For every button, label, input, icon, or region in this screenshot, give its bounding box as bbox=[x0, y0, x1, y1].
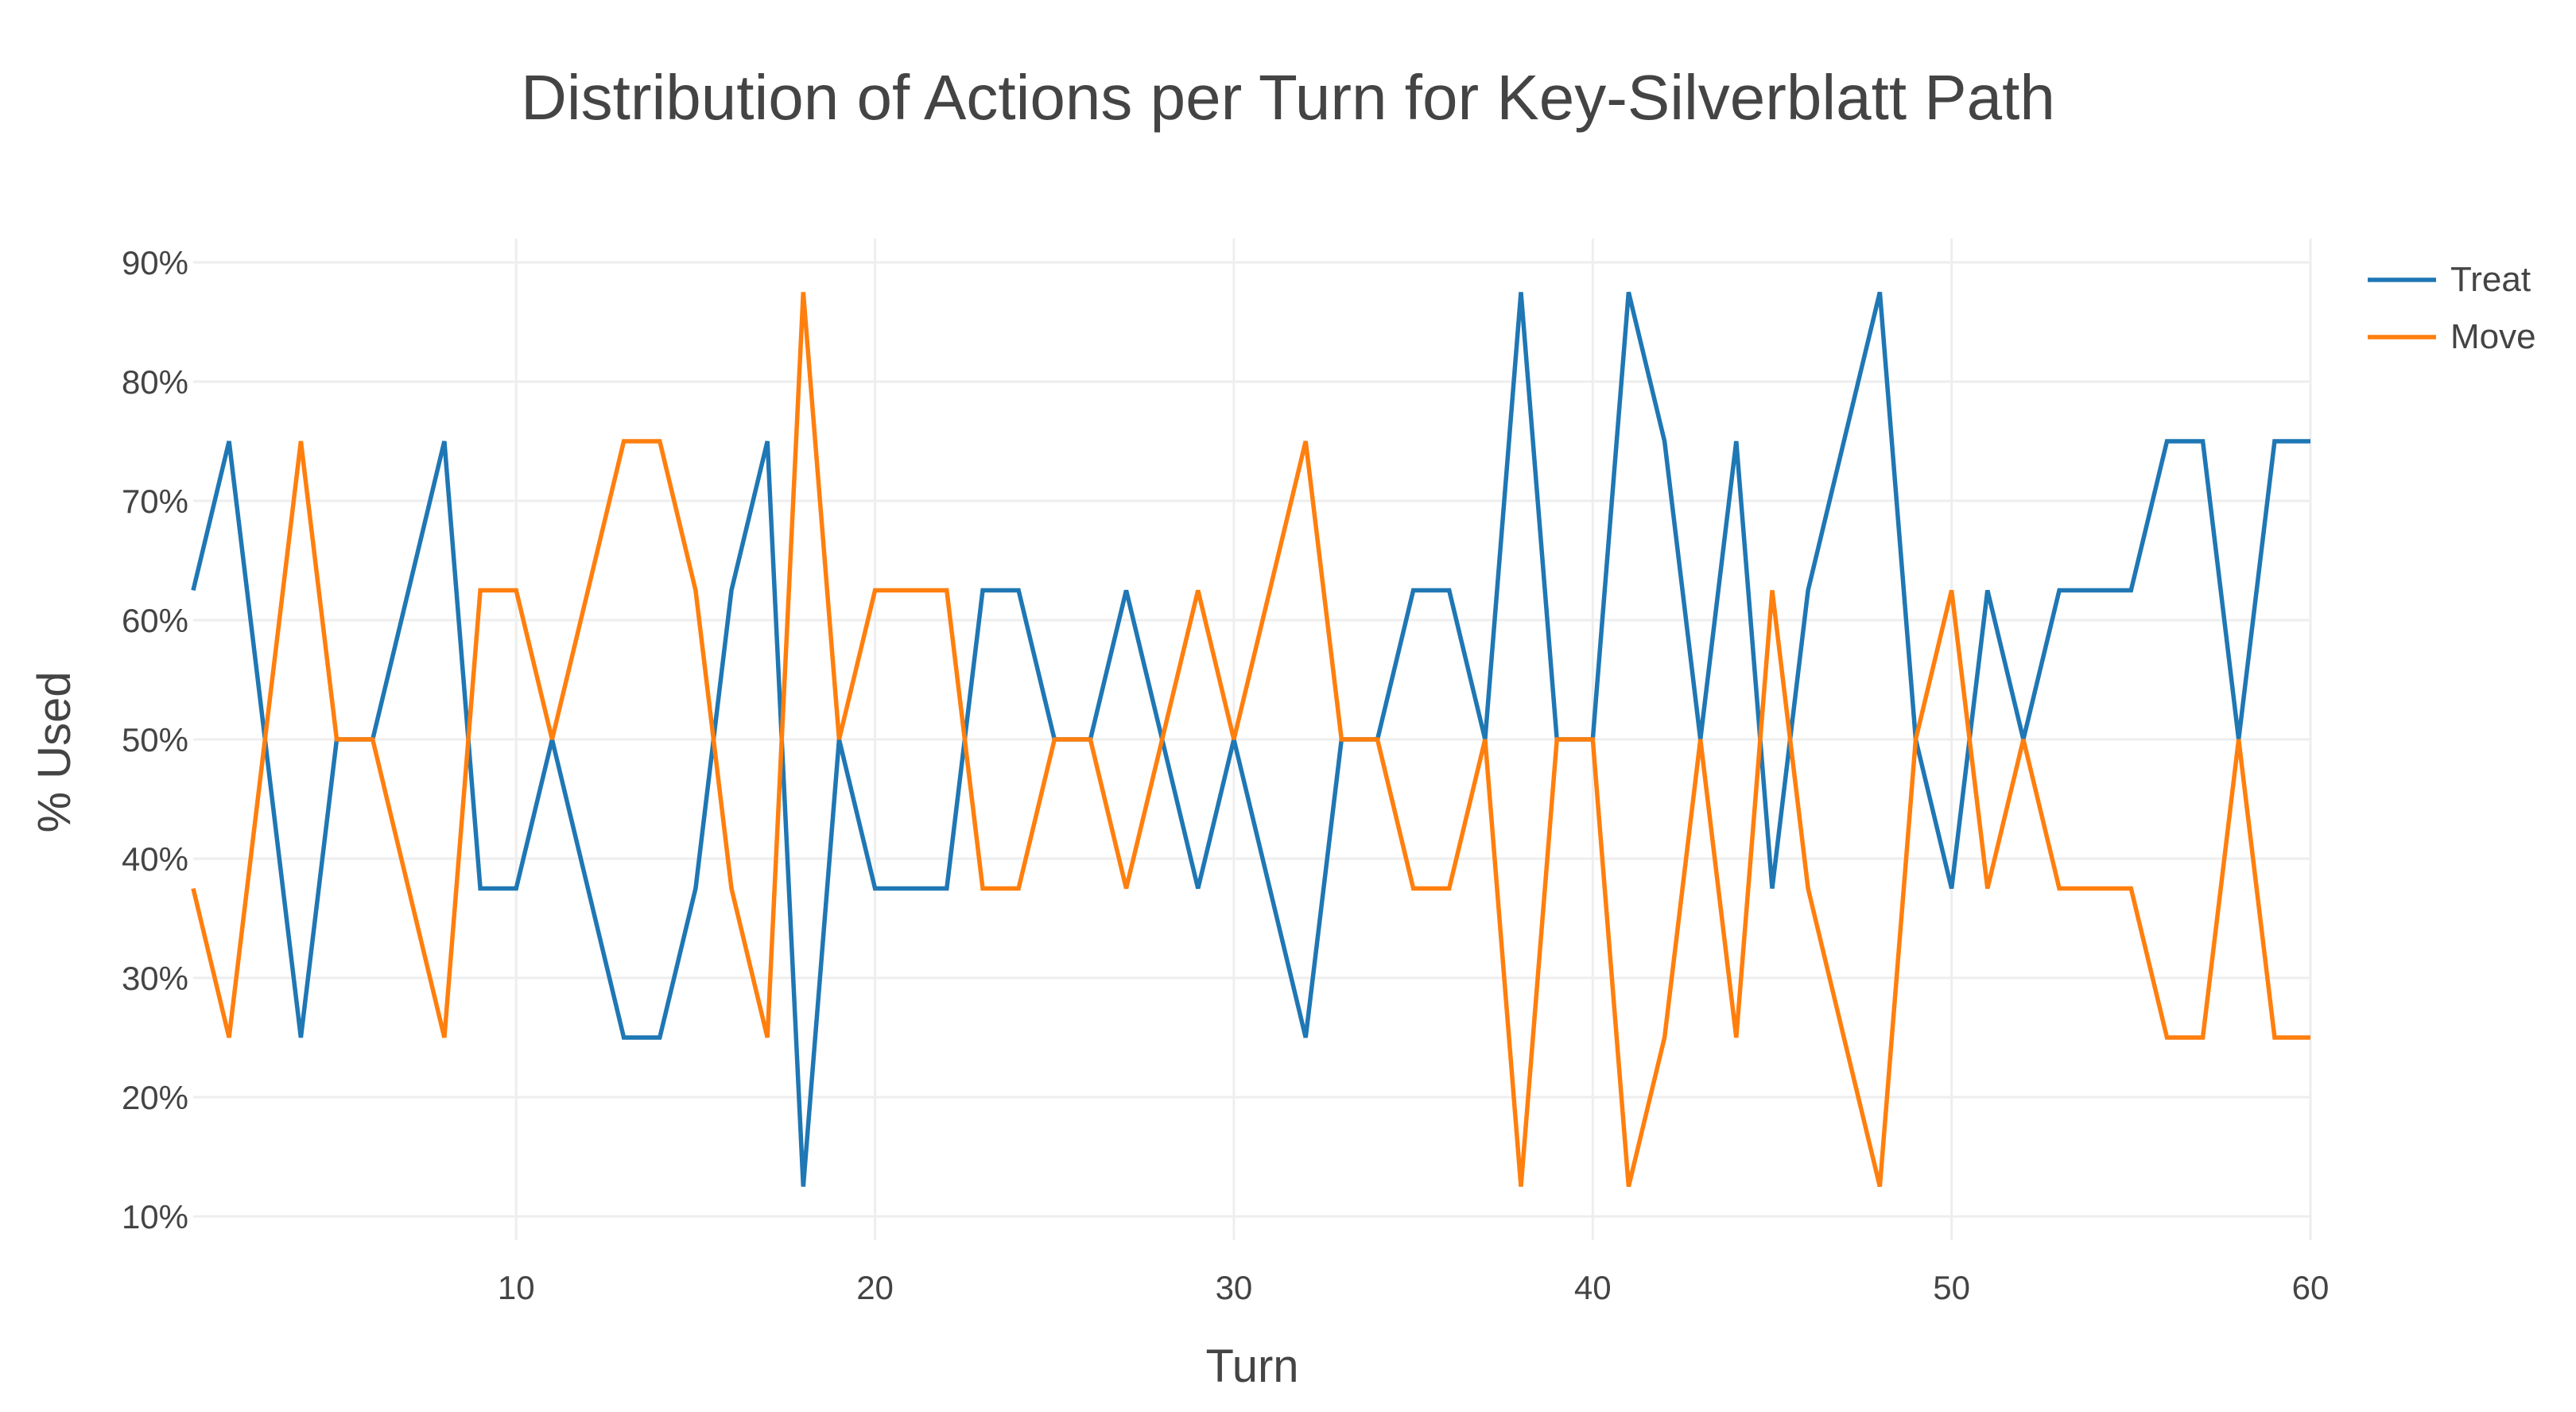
y-tick-label: 50% bbox=[122, 721, 188, 758]
legend-item-move[interactable]: Move bbox=[2368, 317, 2536, 356]
legend: Treat Move bbox=[2368, 260, 2536, 356]
grid-layer bbox=[193, 239, 2312, 1240]
y-tick-label: 10% bbox=[122, 1198, 188, 1236]
x-tick-label: 50 bbox=[1933, 1269, 1970, 1306]
series-layer bbox=[191, 291, 2310, 1188]
x-tick-label: 30 bbox=[1216, 1269, 1253, 1306]
y-tick-label: 80% bbox=[122, 363, 188, 401]
y-tick-label: 90% bbox=[122, 244, 188, 281]
y-tick-label: 70% bbox=[122, 483, 188, 520]
x-tick-label: 10 bbox=[498, 1269, 535, 1306]
legend-item-treat[interactable]: Treat bbox=[2368, 260, 2531, 299]
series-line-treat bbox=[191, 291, 2310, 1187]
series-line-move bbox=[191, 292, 2310, 1188]
legend-label-treat: Treat bbox=[2450, 260, 2531, 299]
y-tick-label: 60% bbox=[122, 602, 188, 639]
y-tick-label: 40% bbox=[122, 840, 188, 878]
legend-label-move: Move bbox=[2450, 317, 2536, 356]
tick-layer: 10% 20% 30% 40% 50% 60% 70% 80% 90% 10 20 30 40 50 60 bbox=[122, 244, 2329, 1306]
y-tick-label: 20% bbox=[122, 1079, 188, 1116]
y-tick-label: 30% bbox=[122, 960, 188, 997]
x-axis-title: Turn bbox=[1205, 1340, 1298, 1392]
x-tick-label: 20 bbox=[856, 1269, 894, 1306]
x-tick-label: 40 bbox=[1574, 1269, 1612, 1306]
x-tick-label: 60 bbox=[2292, 1269, 2330, 1306]
chart-title: Distribution of Actions per Turn for Key… bbox=[521, 62, 2055, 133]
y-axis-title: % Used bbox=[29, 671, 80, 832]
